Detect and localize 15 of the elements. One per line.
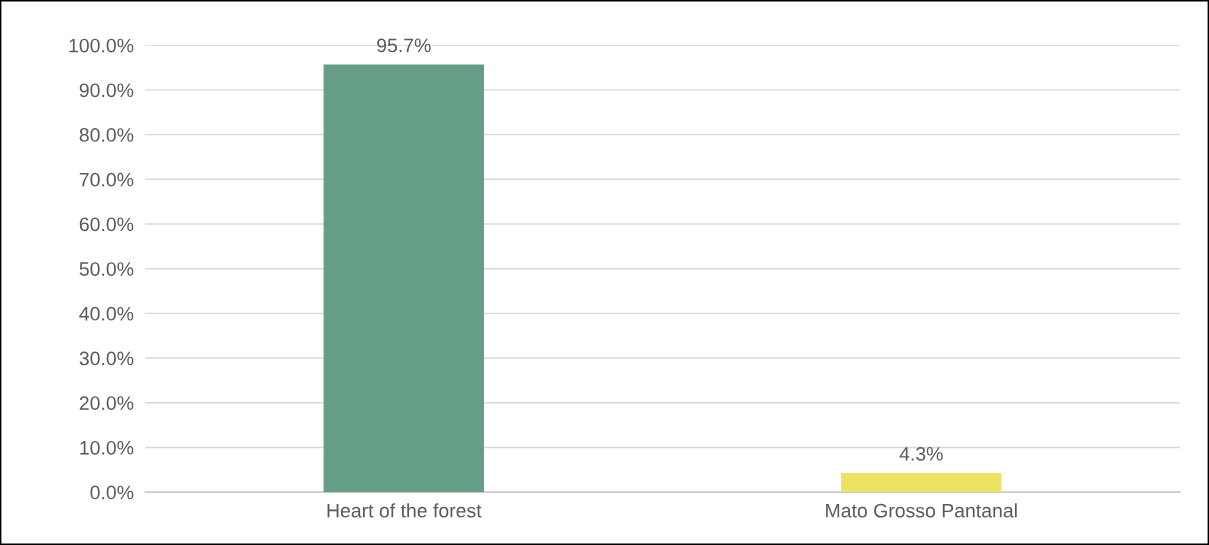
y-tick-label: 20.0% [79, 396, 134, 410]
x-tick-label: Heart of the forest [327, 503, 482, 518]
y-tick-label: 40.0% [79, 306, 134, 321]
y-tick-label: 60.0% [79, 217, 134, 232]
data-label: 95.7% [377, 38, 431, 53]
x-tick-label: Mato Grosso Pantanal [826, 503, 1017, 518]
y-tick-label: 100.0% [69, 38, 134, 53]
y-tick-label: 70.0% [79, 172, 134, 187]
y-tick-label: 0.0% [90, 485, 134, 500]
y-tick-label: 90.0% [79, 83, 134, 98]
y-tick-label: 10.0% [80, 440, 134, 455]
y-tick-label: 80.0% [79, 128, 134, 142]
y-tick-label: 50.0% [79, 262, 134, 276]
data-label: 4.3% [899, 446, 943, 461]
y-tick-label: 30.0% [79, 351, 134, 366]
